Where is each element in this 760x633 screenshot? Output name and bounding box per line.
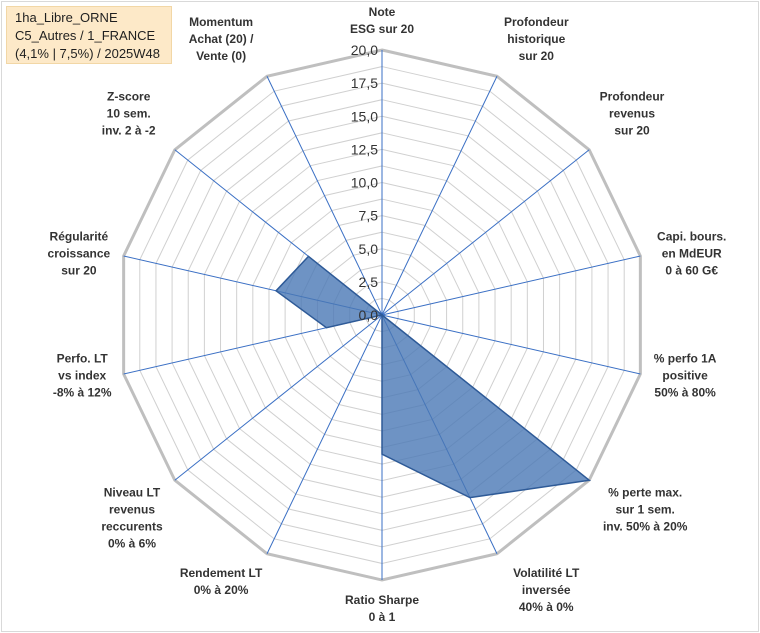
radar-tick-label: 20,0 (351, 42, 378, 58)
radar-axis-label: Capi. bours. en MdEUR 0 à 60 G€ (657, 229, 726, 277)
radar-spoke (266, 76, 383, 316)
radar-axis-label-line: historique (507, 32, 565, 46)
radar-axis-label-line: inversée (522, 583, 571, 597)
radar-axis-label: Rendement LT 0% à 20% (180, 566, 263, 597)
radar-axis-label-line: 40% à 0% (519, 600, 574, 614)
radar-axis-label-line: 50% à 80% (654, 386, 716, 400)
radar-axis-label-line: Capi. bours. (657, 229, 726, 243)
radar-tick-label: 2,5 (359, 274, 379, 290)
radar-axis-label-line: Achat (20) / (189, 32, 254, 46)
radar-axis-label-line: Profondeur (504, 15, 569, 29)
radar-axis-label-line: revenus (109, 502, 155, 516)
radar-tick-label: 12,5 (351, 141, 378, 157)
info-line-3: (4,1% | 7,5%) / 2025W48 (15, 46, 161, 61)
radar-axis-label-line: sur 20 (519, 49, 555, 63)
info-line-1: 1ha_Libre_ORNE (15, 10, 118, 25)
radar-axis-label: Profondeur revenus sur 20 (600, 90, 665, 138)
radar-axis-label-line: Note (369, 5, 396, 19)
radar-axis-label-line: sur 20 (61, 263, 97, 277)
radar-axis-label-line: Profondeur (600, 90, 665, 104)
radar-tick-label: 0,0 (359, 307, 379, 323)
radar-axis-label-line: Vente (0) (196, 49, 246, 63)
radar-tick-label: 17,5 (351, 75, 378, 91)
radar-axis-label-line: 0% à 6% (108, 536, 156, 550)
radar-spoke (381, 314, 641, 375)
info-line-2: C5_Autres / 1_FRANCE (15, 28, 156, 43)
radar-tick-label: 7,5 (359, 208, 379, 224)
radar-axis-label-line: % perte max. (608, 485, 682, 499)
radar-axis-label-line: 0 à 60 G€ (665, 263, 718, 277)
radar-axis-label-line: Rendement LT (180, 566, 263, 580)
radar-axis-label-line: 10 sem. (107, 107, 151, 121)
radar-tick-label: 5,0 (359, 241, 379, 257)
radar-axis-label-line: Z-score (107, 90, 151, 104)
radar-axis-label-line: Momentum (189, 15, 253, 29)
radar-spoke (381, 255, 641, 316)
radar-axis-label: Ratio Sharpe 0 à 1 (345, 593, 419, 624)
radar-axis-label: Perfo. LT vs index -8% à 12% (53, 352, 112, 400)
radar-axis-label-line: Niveau LT (104, 485, 161, 499)
radar-axis-label-line: revenus (609, 107, 655, 121)
radar-axis-label-line: ESG sur 20 (350, 22, 414, 36)
radar-axis-label-line: positive (662, 369, 708, 383)
radar-axis-label: Z-score 10 sem. inv. 2 à -2 (102, 90, 156, 138)
radar-axis-label-line: Perfo. LT (57, 352, 109, 366)
radar-tick-label: 10,0 (351, 175, 378, 191)
radar-axis-label-line: % perfo 1A (654, 352, 717, 366)
radar-spoke (381, 149, 590, 316)
radar-spoke (381, 76, 498, 316)
radar-axis-label-line: reccurents (101, 519, 163, 533)
radar-axis-label-line: inv. 2 à -2 (102, 124, 156, 138)
radar-spoke (266, 314, 383, 554)
radar-axis-label: % perte max. sur 1 sem. inv. 50% à 20% (603, 485, 688, 533)
radar-axis-label-line: 0 à 1 (369, 610, 396, 624)
radar-axis-label-line: Volatilité LT (513, 566, 580, 580)
radar-axis-label-line: inv. 50% à 20% (603, 519, 688, 533)
radar-axis-label-line: en MdEUR (662, 246, 722, 260)
radar-axis-label-line: -8% à 12% (53, 386, 112, 400)
info-box: 1ha_Libre_ORNE C5_Autres / 1_FRANCE (4,1… (6, 6, 172, 64)
radar-axis-label-line: vs index (58, 369, 106, 383)
radar-axis-label-line: Régularité (50, 229, 109, 243)
radar-axis-label-line: sur 1 sem. (616, 502, 675, 516)
radar-axis-label: % perfo 1A positive 50% à 80% (654, 352, 717, 400)
radar-series-area (274, 255, 592, 499)
radar-axis-label: Note ESG sur 20 (350, 5, 414, 36)
radar-axis-label: Profondeur historique sur 20 (504, 15, 569, 63)
radar-axis-label-line: sur 20 (614, 124, 650, 138)
radar-axis-label: Niveau LT revenus reccurents 0% à 6% (101, 485, 163, 550)
radar-axis-labels: Note ESG sur 20 Profondeur historique sur 20… (48, 5, 727, 624)
radar-tick-labels: 0,0 2,5 5,0 7,5 10,0 12,5 15,0 17,5 20,0 (351, 42, 378, 323)
radar-axis-label: Momentum Achat (20) / Vente (0) (189, 15, 254, 63)
radar-series (274, 255, 592, 499)
radar-axis-label: Volatilité LT inversée 40% à 0% (513, 566, 580, 614)
radar-axis-label-line: croissance (48, 246, 111, 260)
radar-axis-label: Régularité croissance sur 20 (48, 229, 111, 277)
radar-axis-label-line: Ratio Sharpe (345, 593, 419, 607)
radar-tick-label: 15,0 (351, 108, 378, 124)
radar-spoke (174, 314, 383, 481)
radar-axis-label-line: 0% à 20% (194, 583, 249, 597)
